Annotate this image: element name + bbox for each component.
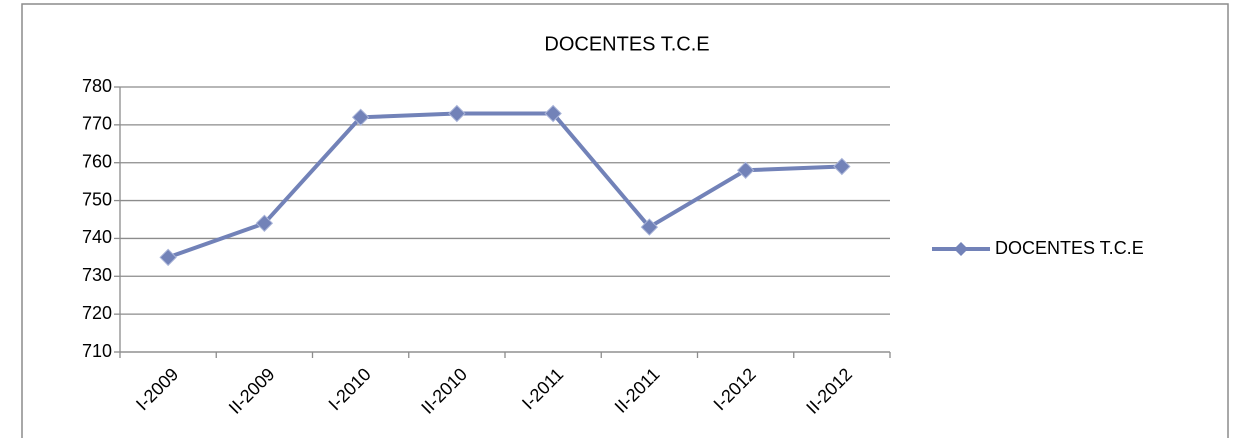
y-tick-label: 740 — [82, 227, 112, 247]
data-point — [159, 248, 177, 267]
y-tick-label: 770 — [82, 114, 112, 134]
y-tick-label: 720 — [82, 303, 112, 323]
legend-label: DOCENTES T.C.E — [995, 238, 1144, 258]
y-tick-label: 780 — [82, 76, 112, 96]
data-point — [544, 104, 562, 123]
y-tick-label: 710 — [82, 341, 112, 361]
legend-marker — [954, 242, 968, 256]
data-point — [351, 108, 370, 126]
data-point — [833, 157, 851, 176]
chart-title: DOCENTES T.C.E — [544, 33, 709, 55]
chart-frame — [21, 3, 1229, 438]
data-point — [448, 104, 466, 123]
data-point — [640, 218, 659, 236]
y-tick-label: 760 — [82, 151, 112, 171]
data-point — [255, 214, 274, 232]
y-tick-label: 730 — [82, 265, 112, 285]
data-line — [167, 111, 842, 260]
data-point — [736, 161, 755, 179]
y-tick-label: 750 — [82, 189, 112, 209]
